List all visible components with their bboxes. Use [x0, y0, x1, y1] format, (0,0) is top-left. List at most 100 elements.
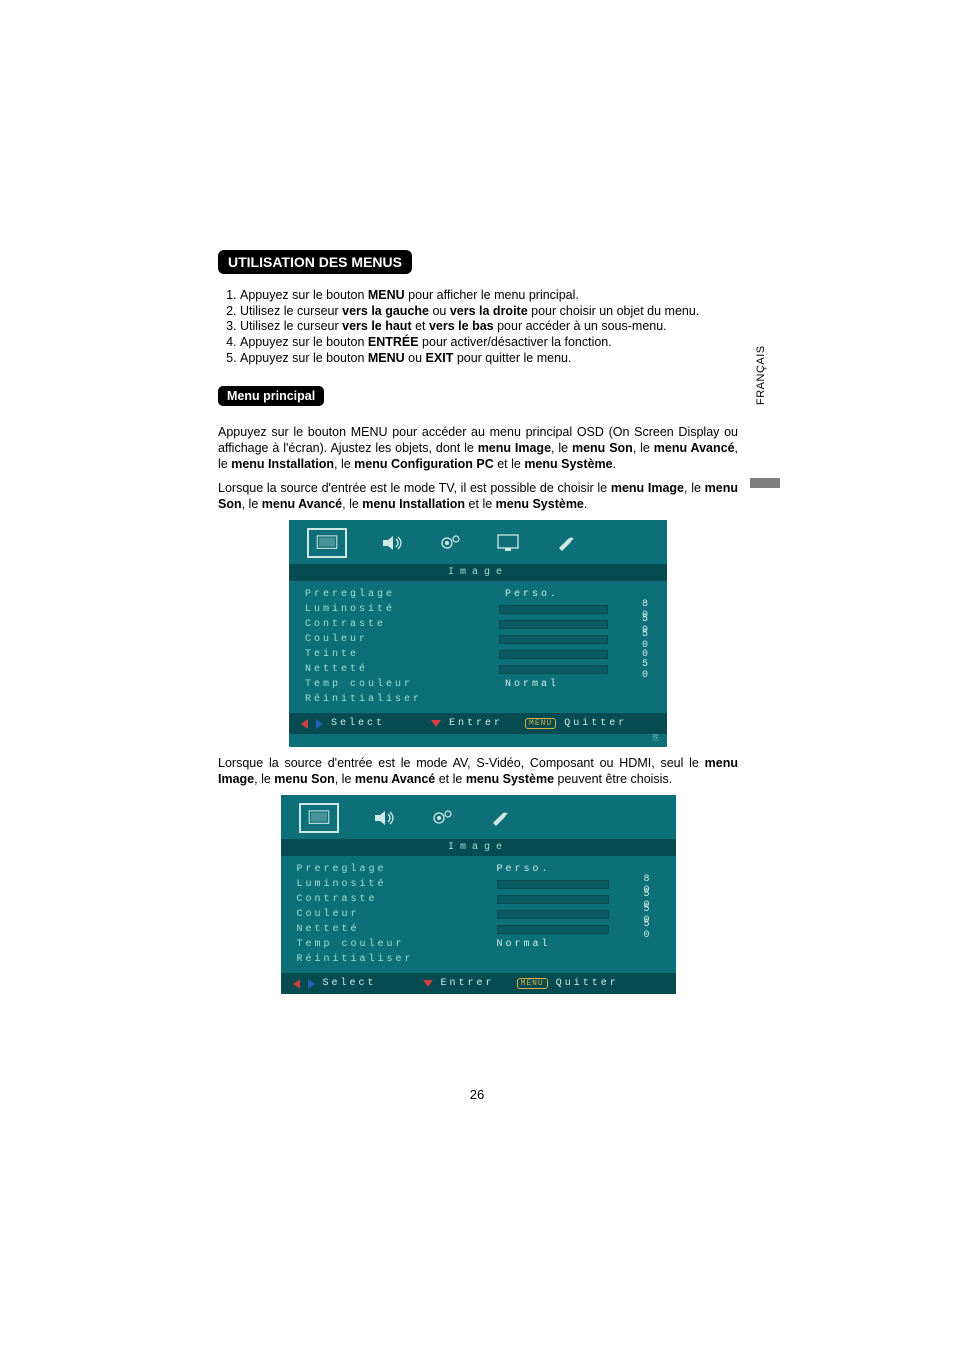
osd-row-label: Netteté — [305, 664, 499, 675]
osd-row-label: Temp couleur — [297, 939, 497, 950]
osd-row-label: Réinitialiser — [305, 694, 505, 705]
text: . — [613, 457, 616, 471]
osd-row-label: Prereglage — [305, 589, 505, 600]
osd-value-text: Perso. — [497, 864, 551, 875]
text: et le — [435, 772, 466, 786]
osd-rows: PrereglagePerso.Luminosité8 0Contraste5 … — [281, 862, 676, 973]
osd-row: Luminosité8 0 — [297, 877, 660, 892]
arrow-right-icon — [316, 719, 323, 729]
text: , le — [242, 497, 262, 511]
gear-icon — [429, 807, 455, 829]
osd-row-label: Netteté — [297, 924, 497, 935]
osd-tab-icons — [289, 520, 667, 562]
osd-row: Netteté5 0 — [305, 662, 651, 677]
osd-value: 5 0 — [627, 919, 653, 941]
bold: vers la droite — [450, 304, 528, 318]
bold: menu Avancé — [262, 497, 342, 511]
text: Utilisez le curseur — [240, 319, 342, 333]
osd-title-band: Image — [289, 564, 667, 581]
osd-value-text: Perso. — [505, 589, 559, 600]
osd-footer: Select Entrer MENU Quitter — [289, 713, 667, 734]
text: Utilisez le curseur — [240, 304, 342, 318]
text: Appuyez sur le bouton — [240, 335, 368, 349]
osd-slider — [497, 895, 609, 904]
text: ou — [429, 304, 450, 318]
bold: menu Avancé — [654, 441, 735, 455]
bold: menu Système — [524, 457, 612, 471]
osd-row-label: Contraste — [297, 894, 497, 905]
osd-row-label: Temp couleur — [305, 679, 505, 690]
osd-slider — [499, 665, 608, 674]
osd-screenshot-2: ImagePrereglagePerso.Luminosité8 0Contra… — [281, 795, 676, 994]
speaker-icon — [371, 807, 397, 829]
bold: menu Image — [478, 441, 551, 455]
osd-value: 5 0 — [626, 629, 651, 651]
monitor-icon — [495, 532, 521, 554]
step-1: Appuyez sur le bouton MENU pour afficher… — [240, 288, 738, 304]
text: , le — [551, 441, 572, 455]
osd-footer-select: Select — [331, 718, 385, 729]
osd-row-label: Couleur — [297, 909, 497, 920]
tv-icon — [307, 528, 347, 558]
osd-row-label: Contraste — [305, 619, 499, 630]
osd-row: Couleur5 0 — [305, 632, 651, 647]
text: Appuyez sur le bouton — [240, 288, 368, 302]
osd-value: 5 0 — [626, 659, 651, 681]
arrow-right-icon — [308, 979, 315, 989]
osd-title-band: Image — [281, 839, 676, 856]
sub-heading: Menu principal — [218, 386, 324, 406]
wrench-icon — [553, 532, 579, 554]
text: pour quitter le menu. — [453, 351, 571, 365]
text: peuvent être choisis. — [554, 772, 672, 786]
text: et — [412, 319, 429, 333]
osd-slider — [499, 620, 608, 629]
bold: ENTRÉE — [368, 335, 419, 349]
arrow-left-icon — [293, 979, 300, 989]
wrench-icon — [487, 807, 513, 829]
osd-row: PrereglagePerso. — [297, 862, 660, 877]
text: ou — [405, 351, 426, 365]
bold: vers la gauche — [342, 304, 429, 318]
osd-slider — [499, 650, 608, 659]
osd-slider — [497, 880, 609, 889]
osd-row: Luminosité8 0 — [305, 602, 651, 617]
text: , le — [342, 497, 362, 511]
osd-row-label: Couleur — [305, 634, 499, 645]
gear-icon — [437, 532, 463, 554]
bold: menu Avancé — [355, 772, 435, 786]
bold: menu Installation — [362, 497, 465, 511]
bold: menu Image — [611, 481, 684, 495]
osd-row: Couleur5 0 — [297, 907, 660, 922]
step-4: Appuyez sur le bouton ENTRÉE pour active… — [240, 335, 738, 351]
paragraph-3: Lorsque la source d'entrée est le mode A… — [218, 755, 738, 787]
osd-slider — [497, 925, 609, 934]
osd-slider — [499, 605, 608, 614]
osd-row: Contraste5 0 — [297, 892, 660, 907]
text: , le — [684, 481, 705, 495]
bold: menu Son — [572, 441, 633, 455]
osd-row-label: Réinitialiser — [297, 954, 497, 965]
paragraph-1: Appuyez sur le bouton MENU pour accéder … — [218, 424, 738, 472]
step-5: Appuyez sur le bouton MENU ou EXIT pour … — [240, 351, 738, 367]
osd-row: Teinte0 — [305, 647, 651, 662]
document-page: UTILISATION DES MENUS Appuyez sur le bou… — [218, 250, 738, 1002]
language-tab-label: FRANÇAIS — [755, 345, 767, 405]
osd-row-label: Teinte — [305, 649, 499, 660]
osd-screenshot-1: Image PrereglagePerso. Luminosité8 0 Contra… — [289, 520, 667, 747]
osd-row: Temp couleurNormal — [305, 677, 651, 692]
bold: MENU — [368, 288, 405, 302]
step-2: Utilisez le curseur vers la gauche ou ve… — [240, 304, 738, 320]
osd-footer-quit: Quitter — [564, 718, 627, 729]
page-number: 26 — [0, 1087, 954, 1102]
osd-row: Réinitialiser — [305, 692, 651, 707]
menu-button-icon: MENU — [525, 718, 556, 729]
osd-rows: PrereglagePerso. Luminosité8 0 Contraste 5 … — [289, 587, 667, 713]
arrow-down-icon — [423, 980, 433, 987]
text: , le — [335, 772, 355, 786]
osd-row: Réinitialiser — [297, 952, 660, 967]
text: pour accéder à un sous-menu. — [494, 319, 667, 333]
text: pour afficher le menu principal. — [405, 288, 579, 302]
text: , le — [254, 772, 274, 786]
text: pour choisir un objet du menu. — [528, 304, 700, 318]
text: pour activer/désactiver la fonction. — [419, 335, 612, 349]
